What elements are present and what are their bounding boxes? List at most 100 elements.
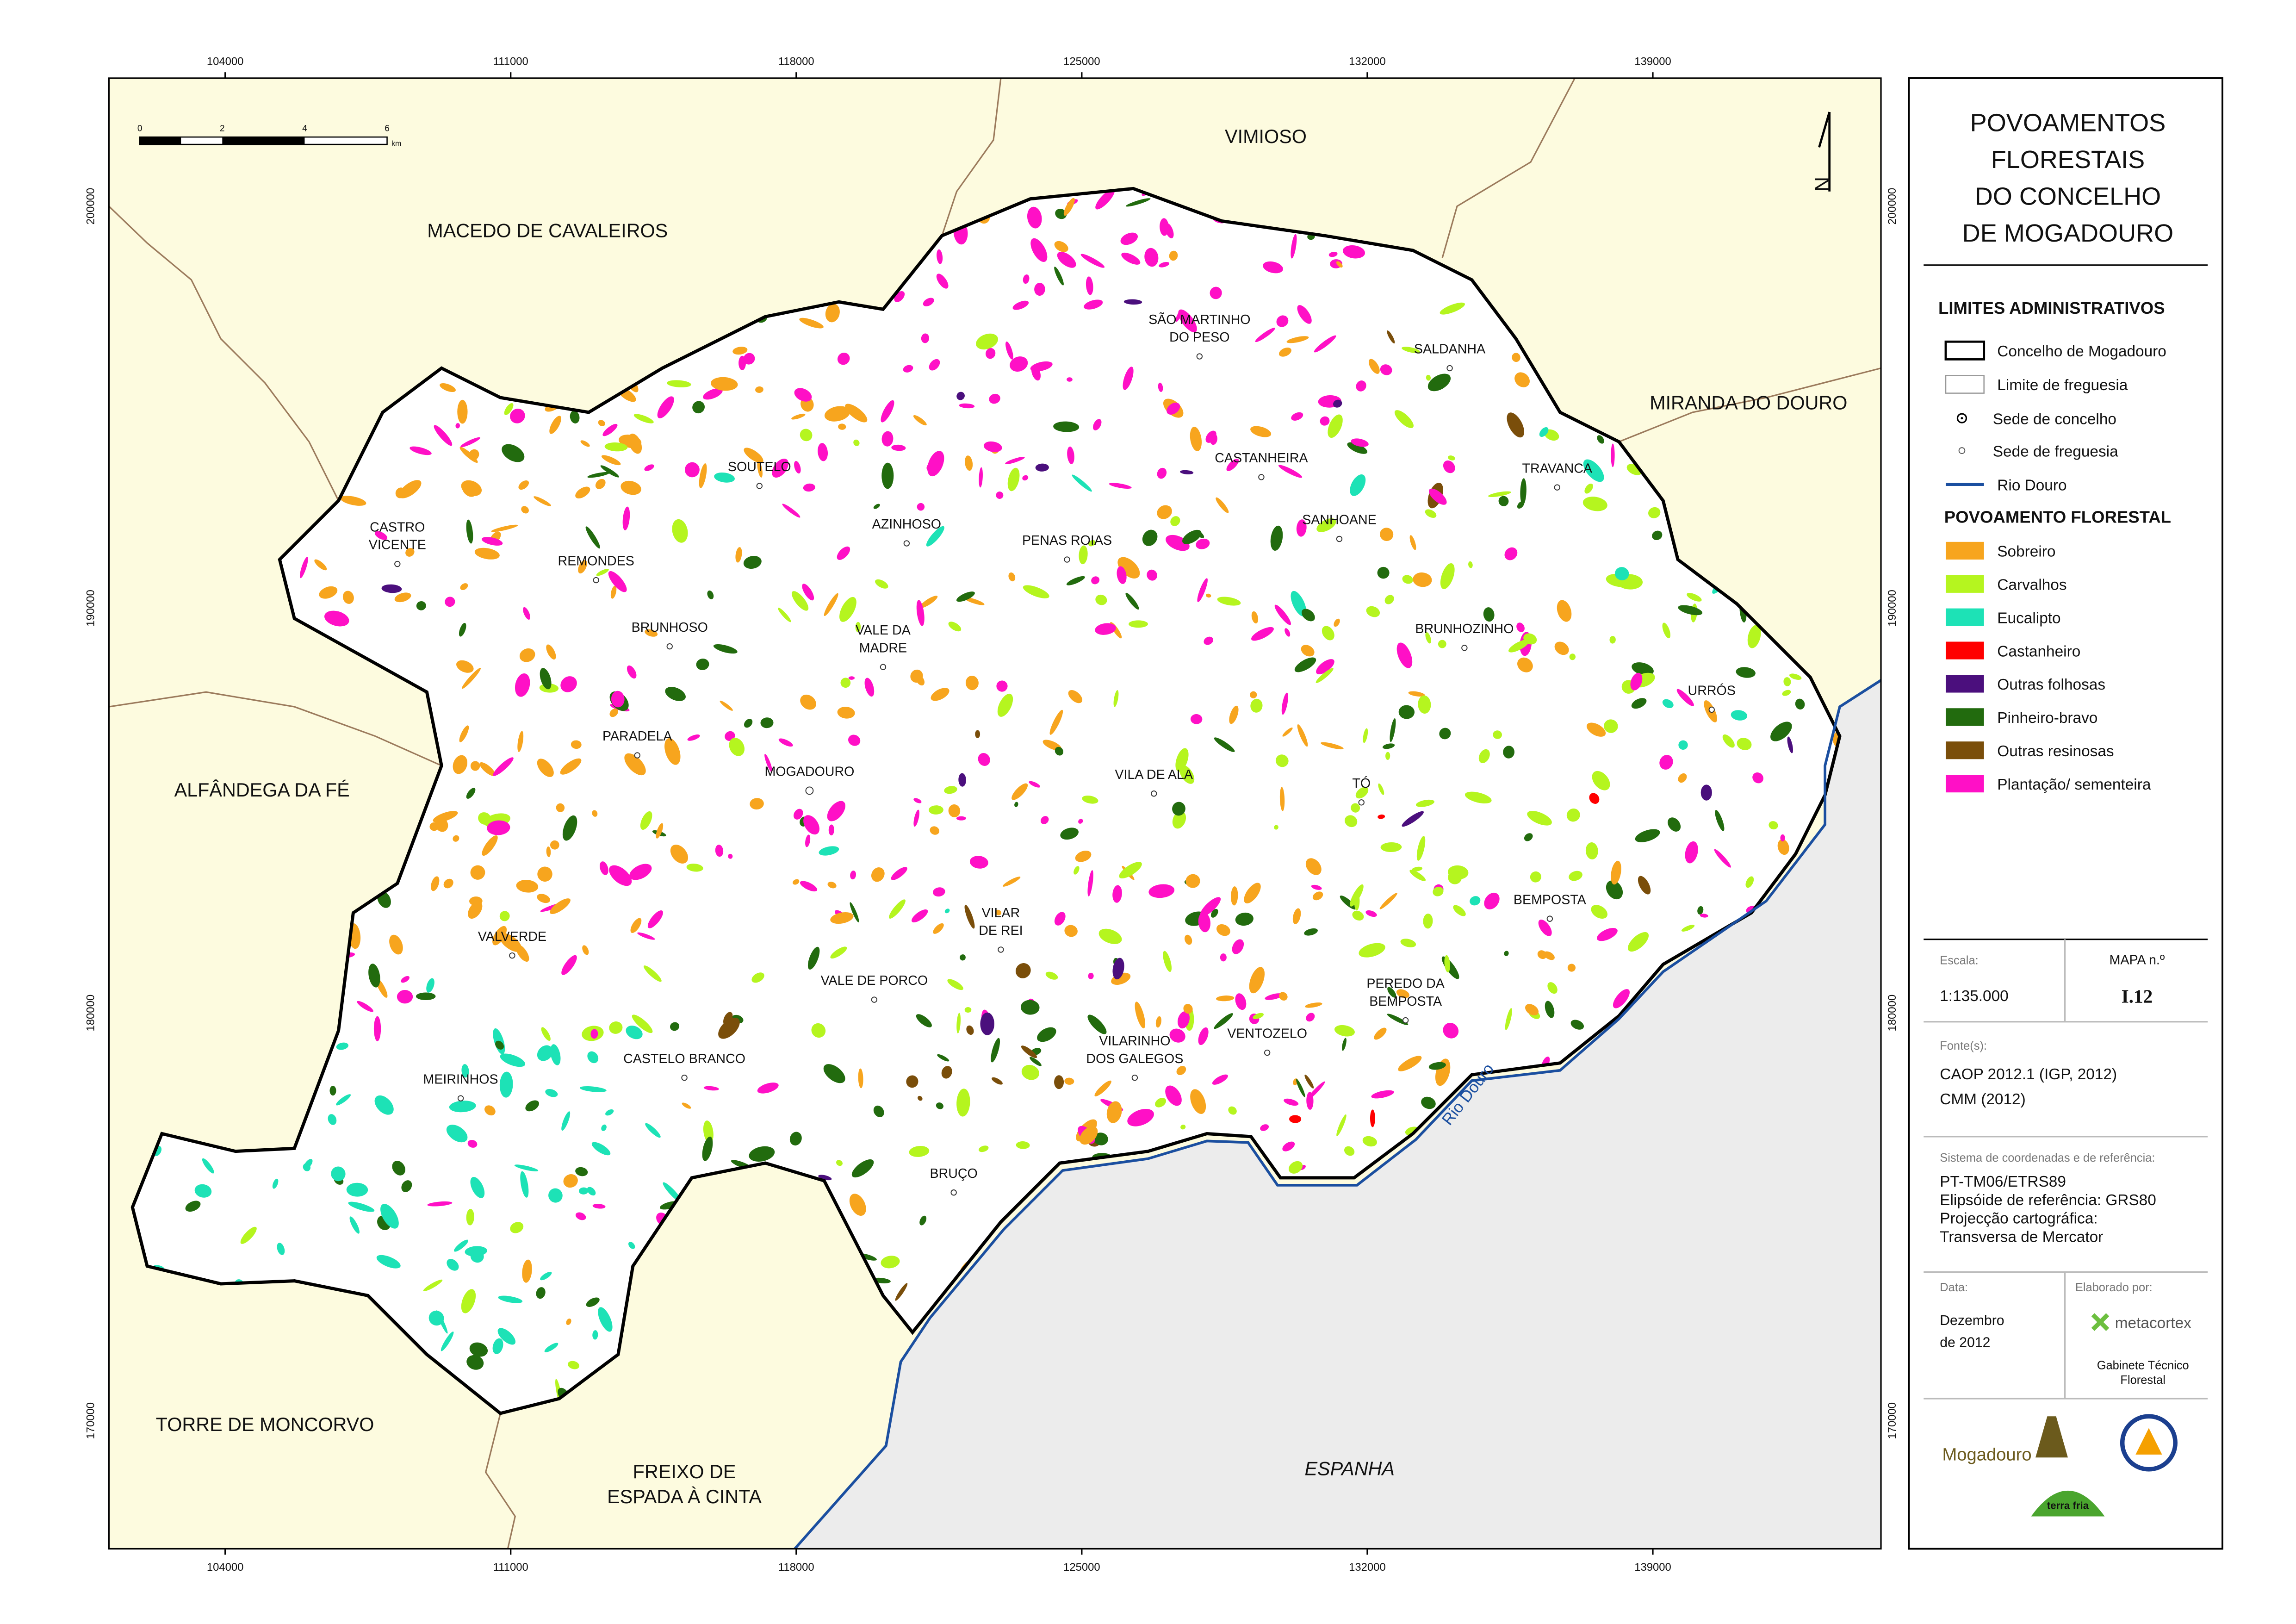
forest-patch: [1662, 622, 1671, 639]
forest-patch: [713, 644, 738, 654]
forest-patch: [416, 992, 436, 1001]
forest-patch: [1387, 330, 1395, 344]
forest-patch: [240, 1226, 257, 1244]
forest-patch: [964, 1007, 972, 1013]
forest-patch: [1544, 429, 1559, 441]
forest-patch: [919, 1215, 927, 1226]
forest-patch: [1585, 842, 1598, 859]
forest-patch: [194, 1184, 212, 1198]
forest-patch: [1328, 414, 1343, 438]
forest-patch: [394, 592, 411, 603]
x-coordinate-label: 111000: [493, 55, 528, 68]
forest-patch: [959, 403, 975, 409]
forest-patch: [575, 486, 590, 498]
forest-patch: [1630, 672, 1643, 691]
forest-patch: [1306, 1092, 1314, 1110]
forest-patch: [445, 597, 455, 607]
forest-patch: [1075, 850, 1092, 862]
forest-patch: [1197, 578, 1208, 603]
parish-label: CASTANHEIRA: [1215, 451, 1308, 466]
forest-patch: [467, 1139, 478, 1148]
forest-patch: [772, 458, 789, 478]
forest-patch: [687, 734, 700, 741]
forest-patch: [1443, 1022, 1459, 1039]
forest-patch: [598, 420, 605, 426]
forest-patch: [1265, 993, 1284, 1000]
forest-patch: [794, 388, 812, 402]
forest-patch: [718, 1017, 740, 1039]
forest-patch: [1700, 784, 1712, 801]
forest-patch: [1396, 989, 1409, 998]
forest-patch: [1040, 816, 1049, 824]
legend-label: Eucalipto: [1997, 610, 2060, 627]
forest-patch: [1416, 836, 1426, 861]
forest-patch: [1157, 505, 1172, 519]
forest-patch: [1370, 1109, 1375, 1127]
forest-patch: [1155, 1098, 1167, 1108]
forest-patch: [426, 978, 434, 993]
forest-patch: [1054, 1075, 1064, 1089]
parish-seat: [1446, 365, 1453, 372]
forest-patch: [913, 809, 919, 827]
forest-patch: [1464, 791, 1492, 804]
y-coordinate-label: 200000: [85, 188, 97, 225]
parish-label: VALE DA: [856, 623, 911, 638]
forest-patch: [1123, 299, 1142, 305]
forest-patch: [1507, 412, 1525, 438]
forest-patch: [791, 591, 809, 611]
forest-patch: [837, 706, 855, 719]
forest-patch: [1078, 819, 1083, 824]
forest-patch: [749, 1146, 775, 1162]
forest-patch: [453, 755, 468, 774]
info-label: Elaborado por:: [2075, 1281, 2153, 1294]
forest-patch: [929, 805, 943, 815]
forest-patch: [1613, 989, 1630, 1008]
neighbor-label: VIMIOSO: [1225, 126, 1307, 147]
forest-patch: [299, 557, 308, 579]
forest-patch: [1229, 705, 1239, 724]
parish-seat: [666, 643, 673, 650]
forest-patch: [873, 1105, 884, 1118]
legend-label: Pinheiro-bravo: [1997, 709, 2097, 727]
legend-label: Rio Douro: [1997, 477, 2066, 494]
forest-patch: [1440, 563, 1455, 589]
forest-patch: [850, 902, 859, 922]
forest-patch: [277, 1243, 285, 1255]
forest-patch: [1363, 728, 1368, 743]
forest-patch: [380, 1204, 399, 1229]
forest-patch: [1374, 1027, 1387, 1040]
forest-patch: [997, 693, 1013, 717]
forest-patch: [1279, 787, 1285, 811]
icon-shape: [2091, 1313, 2110, 1331]
legend-label: Concelho de Mogadouro: [1997, 343, 2166, 360]
forest-patch: [976, 333, 998, 350]
forest-patch: [1687, 593, 1702, 602]
forest-patch: [792, 879, 800, 885]
forest-patch: [596, 568, 609, 576]
legend-label: Carvalhos: [1997, 577, 2066, 594]
forest-patch: [1402, 811, 1424, 827]
map-frame-content: Rio Douro: [109, 78, 1881, 1549]
boundary-line: [484, 1413, 516, 1549]
forest-patch: [824, 593, 838, 616]
parish-seat: [903, 540, 910, 547]
forest-patch: [1123, 367, 1134, 390]
forest-patch: [1427, 373, 1451, 392]
date-entry: de 2012: [1940, 1335, 1990, 1350]
forest-patch: [465, 1246, 487, 1257]
forest-patch: [469, 449, 479, 460]
forest-patch: [916, 600, 925, 626]
forest-patch: [956, 1089, 970, 1117]
forest-patch: [454, 1239, 469, 1252]
forest-patch: [550, 840, 559, 850]
forest-patch: [1205, 430, 1216, 443]
forest-patch: [1478, 749, 1490, 764]
forest-patch: [540, 1271, 552, 1281]
forest-patch: [911, 909, 928, 923]
forest-patch: [936, 274, 949, 289]
parish-label: VENTOZELO: [1227, 1027, 1307, 1041]
forest-patch: [948, 622, 962, 632]
forest-patch: [447, 1259, 459, 1271]
forest-patch: [1015, 963, 1031, 978]
forest-patch: [470, 865, 485, 880]
